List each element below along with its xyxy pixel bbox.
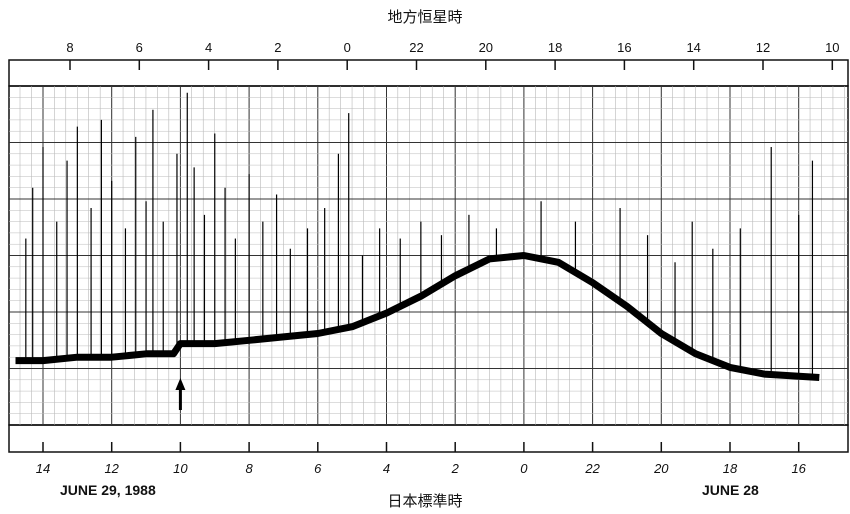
top-axis-tick-label: 12 bbox=[756, 40, 770, 55]
top-axis-title: 地方恒星時 bbox=[387, 8, 462, 26]
top-axis-tick-label: 18 bbox=[548, 40, 562, 55]
bottom-axis-tick-label: 2 bbox=[451, 461, 460, 476]
top-axis-tick-label: 16 bbox=[617, 40, 631, 55]
bottom-axis-band bbox=[8, 424, 849, 453]
bottom-axis-tick-label: 10 bbox=[173, 461, 188, 476]
bottom-axis-tick-label: 8 bbox=[245, 461, 253, 476]
bottom-axis-tick-label: 22 bbox=[584, 461, 600, 476]
top-axis-tick-label: 6 bbox=[136, 40, 143, 55]
chart-grid bbox=[9, 86, 848, 425]
bottom-axis-tick-label: 4 bbox=[383, 461, 390, 476]
top-axis-tick-label: 10 bbox=[825, 40, 839, 55]
bottom-axis-tick-label: 16 bbox=[791, 461, 806, 476]
top-axis-tick-label: 8 bbox=[66, 40, 73, 55]
top-axis-band bbox=[8, 59, 849, 87]
event-arrow-marker bbox=[175, 378, 186, 410]
bottom-axis-tick-label: 20 bbox=[653, 461, 669, 476]
chart-frame bbox=[8, 59, 849, 453]
top-axis-tick-label: 14 bbox=[686, 40, 700, 55]
bottom-axis-tick-label: 12 bbox=[104, 461, 119, 476]
arrow-head bbox=[175, 378, 186, 390]
signal-trace bbox=[15, 92, 820, 381]
date-label-left: JUNE 29, 1988 bbox=[60, 482, 156, 498]
top-axis-tick-label: 4 bbox=[205, 40, 212, 55]
top-axis-tick-label: 20 bbox=[479, 40, 493, 55]
top-axis-tick-label: 22 bbox=[409, 40, 423, 55]
top-axis-tick-label: 2 bbox=[274, 40, 281, 55]
bottom-axis-tick-label: 14 bbox=[36, 461, 50, 476]
bottom-axis-tick-label: 6 bbox=[314, 461, 322, 476]
bottom-axis-tick-label: 0 bbox=[520, 461, 528, 476]
top-axis-ticks: 8 6 4 2 0 22 20 18 16 14 12 10 bbox=[66, 40, 840, 70]
bottom-axis-tick-label: 18 bbox=[723, 461, 738, 476]
top-axis-tick-label: 0 bbox=[344, 40, 351, 55]
bottom-axis-ticks: 14 12 10 8 6 4 2 0 22 20 18 16 bbox=[36, 442, 807, 476]
date-label-right: JUNE 28 bbox=[702, 482, 759, 498]
bottom-axis-title: 日本標準時 bbox=[387, 492, 462, 510]
